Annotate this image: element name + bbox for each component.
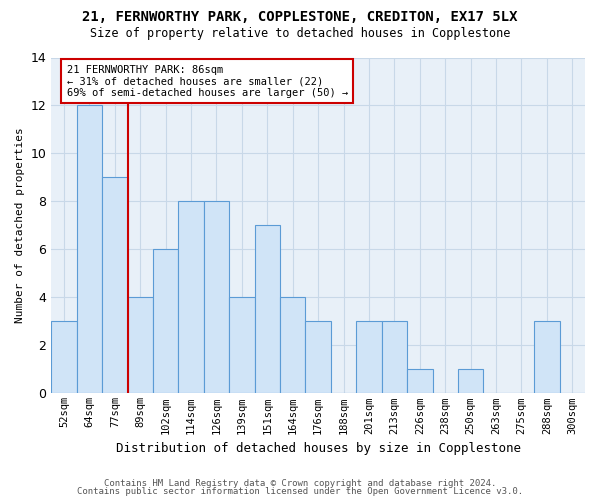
Bar [204,202,229,394]
Bar [254,226,280,394]
X-axis label: Distribution of detached houses by size in Copplestone: Distribution of detached houses by size … [116,442,521,455]
Bar [458,370,484,394]
Bar [128,298,153,394]
Text: Contains public sector information licensed under the Open Government Licence v3: Contains public sector information licen… [77,487,523,496]
Bar [77,106,102,394]
Bar [178,202,204,394]
Text: Contains HM Land Registry data © Crown copyright and database right 2024.: Contains HM Land Registry data © Crown c… [104,478,496,488]
Text: 21 FERNWORTHY PARK: 86sqm
← 31% of detached houses are smaller (22)
69% of semi-: 21 FERNWORTHY PARK: 86sqm ← 31% of detac… [67,64,348,98]
Bar [51,322,77,394]
Bar [280,298,305,394]
Text: 21, FERNWORTHY PARK, COPPLESTONE, CREDITON, EX17 5LX: 21, FERNWORTHY PARK, COPPLESTONE, CREDIT… [82,10,518,24]
Bar [534,322,560,394]
Bar [229,298,254,394]
Bar [356,322,382,394]
Bar [305,322,331,394]
Bar [382,322,407,394]
Bar [102,178,128,394]
Bar [153,250,178,394]
Y-axis label: Number of detached properties: Number of detached properties [15,128,25,324]
Text: Size of property relative to detached houses in Copplestone: Size of property relative to detached ho… [90,28,510,40]
Bar [407,370,433,394]
